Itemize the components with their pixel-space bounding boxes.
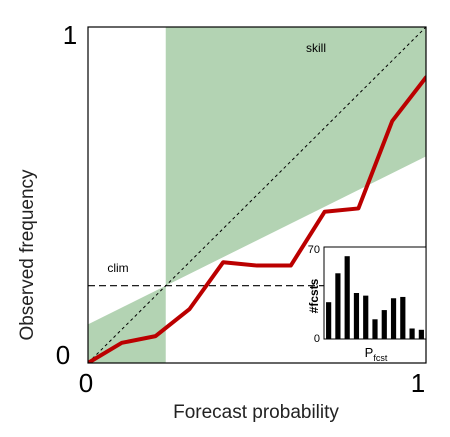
inset-bar: [344, 256, 350, 339]
inset-bar: [418, 329, 424, 339]
reliability-curve: [88, 75, 426, 363]
forecast-histogram-inset: 70 0 #fcsts Pfcst: [307, 244, 427, 363]
inset-x-axis-title: Pfcst: [365, 345, 388, 363]
x-tick-label-left: 0: [79, 368, 93, 398]
y-tick-label-bottom: 0: [56, 340, 70, 370]
inset-bar: [326, 302, 332, 339]
perfect-reliability-diagonal: [88, 27, 426, 363]
plot-frame: [87, 26, 427, 364]
inset-bar: [390, 298, 397, 339]
inset-x-label-main: P: [365, 345, 374, 360]
x-tick-label-right: 1: [411, 368, 425, 398]
inset-bar: [353, 293, 360, 339]
y-axis-title: Observed frequency: [17, 169, 38, 341]
inset-bar: [381, 310, 387, 339]
y-tick-label-top: 1: [63, 20, 77, 50]
inset-x-label-sub: fcst: [373, 353, 388, 363]
inset-y-tick-bottom: 0: [314, 333, 320, 345]
inset-y-tick-top: 70: [308, 244, 320, 256]
clim-annotation: clim: [107, 261, 128, 275]
skill-annotation: skill: [306, 41, 326, 55]
x-axis-title: Forecast probability: [173, 402, 339, 423]
inset-bar: [400, 296, 406, 339]
inset-y-axis-title: #fcsts: [307, 278, 321, 313]
inset-bar: [409, 328, 415, 339]
inset-bar: [372, 319, 378, 339]
inset-bar: [335, 273, 341, 339]
inset-bar: [363, 295, 369, 339]
